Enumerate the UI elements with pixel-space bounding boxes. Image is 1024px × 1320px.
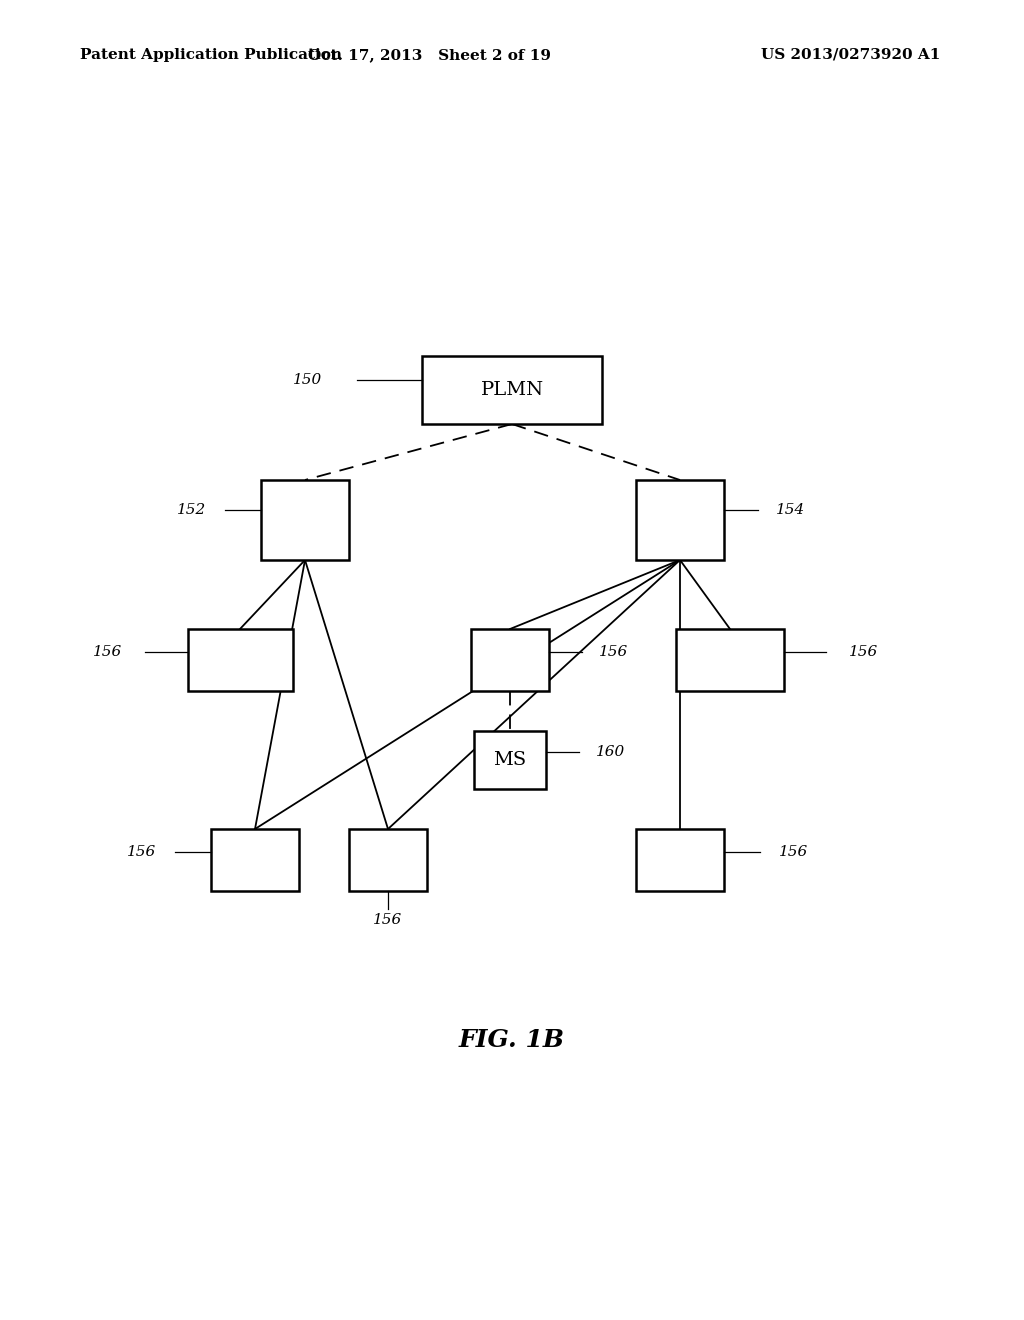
Text: FIG. 1B: FIG. 1B [459,1028,565,1052]
Text: Oct. 17, 2013   Sheet 2 of 19: Oct. 17, 2013 Sheet 2 of 19 [308,48,552,62]
FancyBboxPatch shape [261,480,349,560]
FancyBboxPatch shape [471,630,549,690]
FancyBboxPatch shape [187,630,293,690]
Text: 156: 156 [779,845,808,859]
Text: 152: 152 [177,503,206,517]
FancyBboxPatch shape [211,829,299,891]
Text: 160: 160 [596,744,626,759]
Text: 150: 150 [293,374,322,387]
Text: 154: 154 [776,503,805,517]
Text: 156: 156 [127,845,156,859]
FancyBboxPatch shape [636,829,724,891]
Text: 156: 156 [599,645,629,659]
Text: Patent Application Publication: Patent Application Publication [80,48,342,62]
FancyBboxPatch shape [422,356,602,424]
FancyBboxPatch shape [676,630,784,690]
Text: US 2013/0273920 A1: US 2013/0273920 A1 [761,48,940,62]
Text: PLMN: PLMN [480,381,544,399]
Text: 156: 156 [93,645,123,659]
Text: 156: 156 [374,913,402,927]
Text: MS: MS [494,751,526,770]
FancyBboxPatch shape [636,480,724,560]
FancyBboxPatch shape [474,731,546,789]
Text: 156: 156 [849,645,879,659]
FancyBboxPatch shape [349,829,427,891]
